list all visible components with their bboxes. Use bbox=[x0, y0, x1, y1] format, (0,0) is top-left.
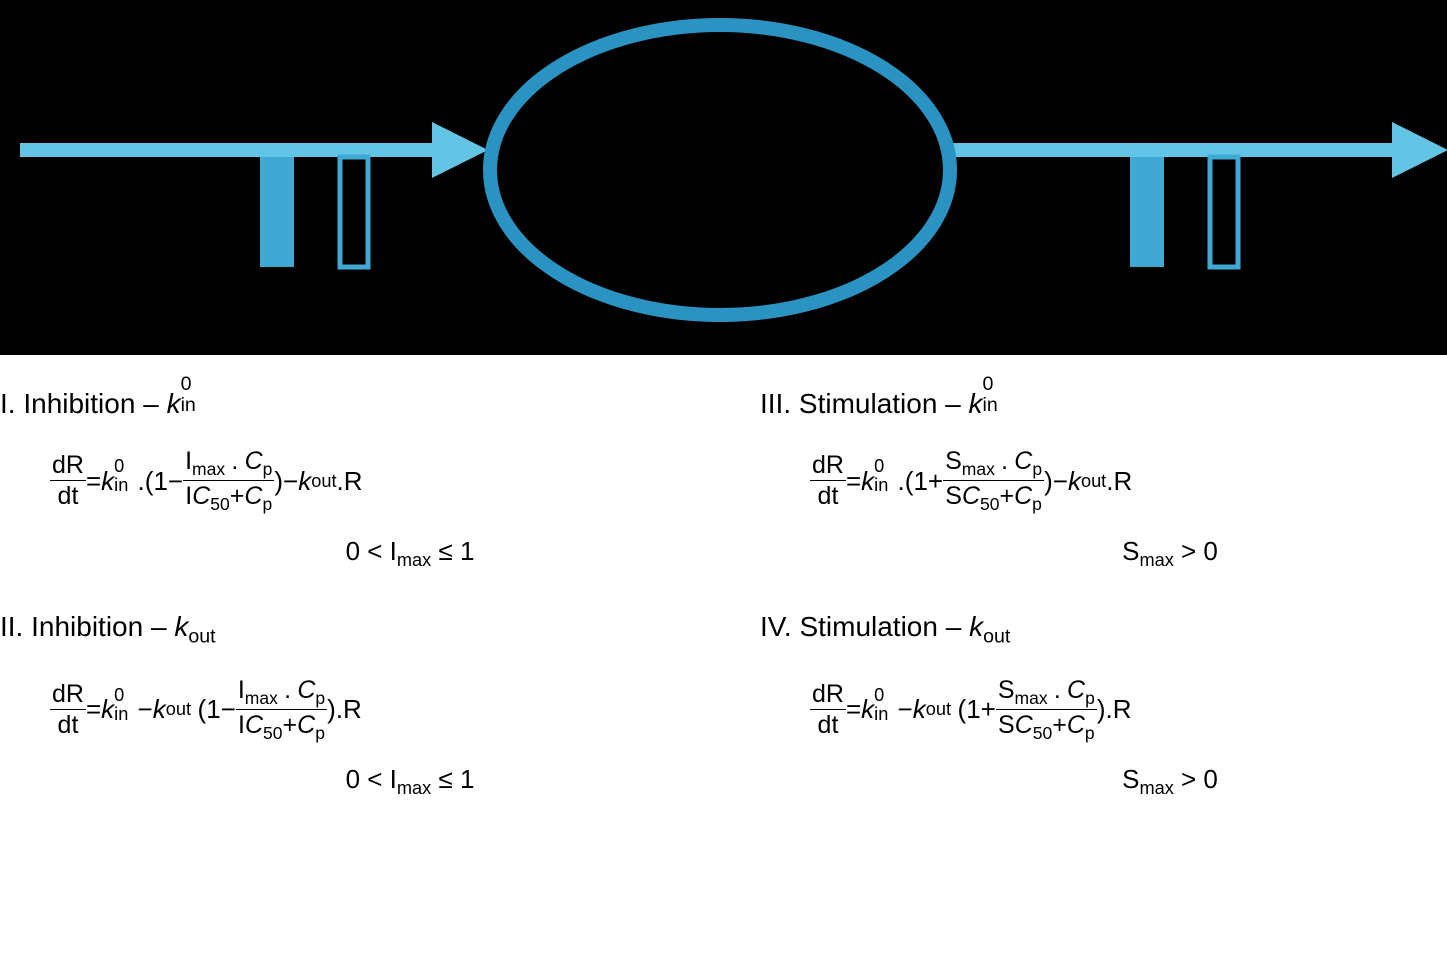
equation-I: dR dt = k0in . (1 − Imax.Cp IC50+Cp bbox=[50, 448, 700, 514]
heading-IV-sub: out bbox=[983, 626, 1010, 648]
dRdt-III: dR dt bbox=[810, 452, 846, 510]
heading-III-subsup: 0in bbox=[983, 385, 1008, 413]
heading-IV-text: IV. Stimulation – bbox=[760, 611, 969, 642]
heading-I-subsup: 0in bbox=[181, 385, 206, 413]
frac-I: Imax.Cp IC50+Cp bbox=[183, 448, 274, 514]
dRdt-II: dR dt bbox=[50, 681, 86, 739]
constraint-II: 0 < Imax ≤ 1 bbox=[120, 764, 700, 799]
heading-IV-k: k bbox=[969, 611, 983, 642]
model-IV: IV. Stimulation – kout dR dt = k0in − ko… bbox=[760, 611, 1447, 800]
equation-area: I. Inhibition – k0in dR dt = k0in . (1 −… bbox=[0, 355, 1447, 975]
heading-II: II. Inhibition – kout bbox=[0, 611, 700, 649]
equation-IV: dR dt = k0in − kout (1 + Smax.Cp SC50+C bbox=[810, 677, 1447, 743]
heading-III: III. Stimulation – k0in bbox=[760, 385, 1447, 420]
heading-I-k: k bbox=[167, 388, 181, 419]
heading-III-text: III. Stimulation – bbox=[760, 388, 969, 419]
dRdt-IV: dR dt bbox=[810, 681, 846, 739]
frac-II: Imax.Cp IC50+Cp bbox=[236, 677, 327, 743]
model-II: II. Inhibition – kout dR dt = k0in − kou… bbox=[0, 611, 700, 800]
heading-IV: IV. Stimulation – kout bbox=[760, 611, 1447, 649]
dRdt-I: dR dt bbox=[50, 452, 86, 510]
heading-II-k: k bbox=[174, 611, 188, 642]
heading-II-sub: out bbox=[188, 626, 215, 648]
constraint-III: Smax > 0 bbox=[880, 536, 1447, 571]
heading-III-k: k bbox=[969, 388, 983, 419]
heading-I-text: I. Inhibition – bbox=[0, 388, 167, 419]
constraint-I: 0 < Imax ≤ 1 bbox=[120, 536, 700, 571]
right-column: III. Stimulation – k0in dR dt = k0in . (… bbox=[760, 385, 1447, 839]
heading-I: I. Inhibition – k0in bbox=[0, 385, 700, 420]
heading-II-text: II. Inhibition – bbox=[0, 611, 174, 642]
turnover-diagram bbox=[0, 0, 1447, 355]
constraint-IV: Smax > 0 bbox=[880, 764, 1447, 799]
left-column: I. Inhibition – k0in dR dt = k0in . (1 −… bbox=[0, 385, 700, 839]
frac-III: Smax.Cp SC50+Cp bbox=[943, 448, 1044, 514]
diagram-band bbox=[0, 0, 1447, 355]
equation-III: dR dt = k0in . (1 + Smax.Cp SC50+Cp bbox=[810, 448, 1447, 514]
equation-II: dR dt = k0in − kout (1 − Imax.Cp IC50+C bbox=[50, 677, 700, 743]
model-I: I. Inhibition – k0in dR dt = k0in . (1 −… bbox=[0, 385, 700, 571]
frac-IV: Smax.Cp SC50+Cp bbox=[996, 677, 1097, 743]
model-III: III. Stimulation – k0in dR dt = k0in . (… bbox=[760, 385, 1447, 571]
